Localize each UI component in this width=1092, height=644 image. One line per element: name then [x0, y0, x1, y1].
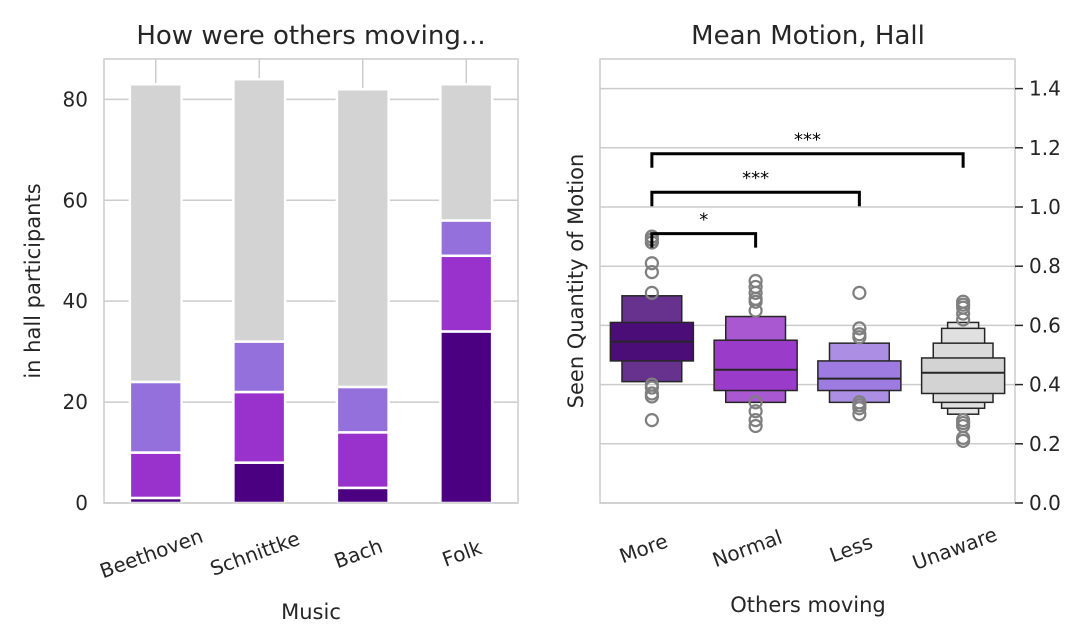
left-x-ticks: Beethoven Schnittke Bach Folk [97, 524, 486, 583]
right-plot-frame [599, 58, 1016, 504]
outlier-point-more [644, 413, 659, 428]
right-y-tick-label: 1.4 [1029, 77, 1061, 101]
boxen-box-normal-0 [713, 339, 798, 392]
outlier-point-normal [748, 273, 763, 289]
right-x-tick-label: Normal [709, 525, 785, 572]
right-x-tick-label: More [616, 529, 671, 569]
right-x-tick-label: Unaware [909, 522, 1000, 575]
left-x-tick-label: Folk [439, 535, 485, 571]
left-bars [128, 77, 494, 505]
significance-label: * [699, 210, 708, 231]
boxen-box-less-0 [817, 360, 902, 392]
left-x-tick-label: Bach [331, 534, 386, 574]
bar-segment-schnittke-3 [232, 77, 287, 343]
right-y-tick-label: 1.2 [1029, 136, 1061, 160]
outlier-point-unaware [956, 294, 971, 309]
outlier-point-less [852, 285, 867, 300]
outlier-point-more [644, 285, 659, 300]
bar-segment-beethoven-2 [128, 380, 183, 454]
outlier-point-more [644, 377, 659, 392]
outlier-point-normal [748, 279, 763, 295]
outlier-point-normal [748, 418, 763, 434]
right-y-tick-label: 0.0 [1029, 491, 1061, 515]
stacked-bar-chart: 0 20 40 60 80 Beethoven Schnittke Bach Folk How… [21, 21, 519, 624]
outlier-point-normal [748, 413, 763, 428]
right-x-ticks: More Normal Less Unaware [616, 522, 1000, 575]
boxen-chart: ******* 0.00.20.40.60.81.01.21.4 More Nor… [564, 21, 1061, 617]
outlier-point-unaware [956, 413, 971, 428]
bar-segment-beethoven-3 [128, 82, 183, 384]
significance-bracket [650, 152, 965, 168]
left-x-tick-label: Beethoven [97, 524, 207, 583]
right-y-ticks: 0.0 0.2 0.4 0.6 0.8 1.0 1.2 1.4 [1015, 77, 1061, 515]
bar-segment-bach-3 [335, 88, 390, 389]
right-y-tick-label: 0.2 [1029, 432, 1061, 456]
outlier-point-more [644, 386, 659, 401]
left-x-axis-label: Music [281, 600, 341, 624]
outlier-point-more [644, 256, 659, 271]
significance-bracket [650, 232, 758, 248]
outlier-point-less [852, 321, 867, 336]
bar-segment-folk-2 [439, 219, 494, 258]
outlier-point-normal [748, 395, 763, 410]
significance-label: *** [794, 130, 821, 151]
right-x-axis-label: Others moving [730, 593, 885, 617]
bar-segment-beethoven-1 [128, 451, 183, 500]
right-y-tick-label: 0.4 [1029, 373, 1061, 397]
outlier-point-more [644, 265, 659, 280]
significance-brackets: ******* [650, 130, 965, 248]
left-y-tick-label: 20 [63, 390, 88, 414]
right-chart-title: Mean Motion, Hall [691, 21, 925, 51]
left-chart-title: How were others moving... [136, 21, 485, 51]
outlier-point-less [852, 327, 867, 342]
bar-segment-folk-3 [439, 82, 494, 222]
bar-segment-bach-1 [335, 431, 390, 490]
right-y-tick-label: 0.8 [1029, 254, 1061, 278]
left-y-tick-label: 40 [63, 289, 88, 313]
left-y-ticks: 0 20 40 60 80 [63, 87, 88, 515]
left-y-axis-label: in hall participants [21, 183, 45, 378]
left-y-tick-label: 60 [63, 188, 88, 212]
bar-segment-bach-0 [335, 486, 390, 505]
significance-label: *** [742, 168, 769, 189]
bar-segment-folk-1 [439, 254, 494, 333]
significance-bracket [650, 190, 861, 207]
right-y-tick-label: 0.6 [1029, 313, 1061, 337]
outlier-point-less [852, 395, 867, 410]
bar-segment-bach-2 [335, 385, 390, 434]
outlier-point-normal [748, 404, 763, 419]
left-x-tick-label: Schnittke [207, 526, 303, 581]
boxen-box-unaware-0 [920, 357, 1006, 395]
right-y-tick-label: 1.0 [1029, 195, 1061, 219]
bar-segment-schnittke-0 [232, 461, 287, 505]
left-y-tick-label: 0 [75, 491, 88, 515]
bar-segment-schnittke-1 [232, 390, 287, 464]
right-x-tick-label: Less [826, 530, 875, 568]
left-plot-frame [103, 58, 519, 504]
left-y-tick-label: 80 [63, 87, 88, 111]
right-boxes [609, 229, 1006, 448]
bar-segment-schnittke-2 [232, 340, 287, 394]
right-y-axis-label: Seen Quantity of Motion [564, 154, 588, 409]
bar-segment-folk-0 [439, 330, 494, 505]
